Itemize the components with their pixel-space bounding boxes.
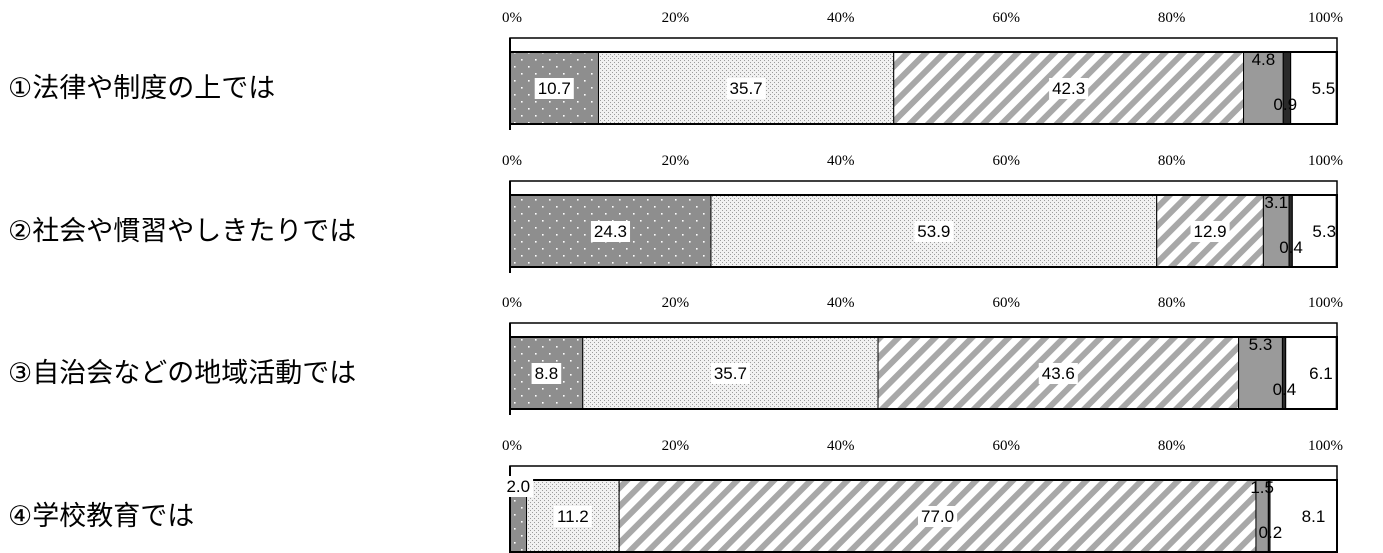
data-label-box: [531, 363, 562, 384]
data-label: 35.7: [730, 79, 763, 98]
data-label: 0.4: [1279, 238, 1303, 257]
bar-header-strip: [509, 37, 1338, 53]
data-label-box: [1190, 221, 1230, 242]
data-label: 24.3: [594, 222, 627, 241]
category-label: ①法律や制度の上では: [8, 73, 275, 104]
x-tick-label: 40%: [827, 153, 855, 169]
x-tick-label: 0%: [502, 10, 522, 26]
category-label: ③自治会などの地域活動では: [8, 358, 356, 389]
data-label: 1.5: [1250, 478, 1274, 497]
x-tick-label: 0%: [502, 153, 522, 169]
data-label-box: [918, 506, 958, 527]
bar-panel: 0% 20% 40% 60% 80% 100% 10.7 35.7 42.3 4.8 0.9 5.5: [502, 10, 1343, 130]
x-tick-label: 40%: [827, 295, 855, 311]
data-label: 53.9: [917, 222, 950, 241]
data-label: 77.0: [921, 507, 954, 526]
data-label: 11.2: [557, 507, 589, 526]
data-label-box: [534, 78, 574, 99]
x-tick-label: 20%: [662, 153, 690, 169]
category-label: ④学校教育では: [8, 501, 194, 532]
category-label: ②社会や慣習やしきたりでは: [8, 216, 356, 247]
x-tick-label: 100%: [1308, 153, 1343, 169]
data-label-box: [503, 476, 534, 497]
x-tick-label: 40%: [827, 10, 855, 26]
data-label-box: [590, 221, 631, 242]
x-tick-label: 100%: [1308, 438, 1343, 454]
x-tick-label: 60%: [992, 153, 1020, 169]
data-label: 10.7: [538, 79, 571, 98]
data-label: 42.3: [1052, 79, 1085, 98]
data-label: 43.6: [1042, 364, 1075, 383]
data-label-box: [553, 506, 592, 527]
data-label: 0.2: [1259, 523, 1283, 542]
data-label: 12.9: [1194, 222, 1227, 241]
x-tick-label: 0%: [502, 438, 522, 454]
x-tick-label: 80%: [1158, 438, 1186, 454]
x-tick-label: 20%: [662, 295, 690, 311]
bar-segment: [1291, 194, 1337, 268]
bar-header-strip: [509, 322, 1338, 338]
bar-segment: [1238, 336, 1283, 410]
data-label: 5.3: [1249, 335, 1273, 354]
data-label-box: [914, 221, 954, 242]
x-tick-label: 60%: [992, 10, 1020, 26]
x-tick-label: 20%: [662, 10, 690, 26]
data-label: 8.1: [1302, 507, 1326, 526]
bar-panel: 0% 20% 40% 60% 80% 100% 8.8 35.7 43.6 5.3 0.4 6.1: [502, 295, 1343, 415]
data-label: 4.8: [1252, 50, 1276, 69]
data-label-box: [710, 363, 750, 384]
data-label: 6.1: [1309, 364, 1333, 383]
data-label: 3.1: [1264, 193, 1288, 212]
bar-header-strip: [509, 465, 1338, 481]
bar-panel: 0% 20% 40% 60% 80% 100% 2.0 11.2 77.0 1.5 0.2 8.1: [502, 438, 1343, 553]
data-label-box: [1038, 363, 1078, 384]
data-label: 35.7: [714, 364, 747, 383]
bar-panel: 0% 20% 40% 60% 80% 100% 24.3 53.9 12.9 3.1 0.4 5.3: [502, 153, 1343, 273]
x-tick-label: 80%: [1158, 153, 1186, 169]
x-tick-label: 40%: [827, 438, 855, 454]
data-label: 0.9: [1273, 95, 1297, 114]
data-label: 2.0: [506, 477, 530, 496]
bar-segment: [1262, 194, 1290, 268]
x-tick-label: 60%: [992, 295, 1020, 311]
data-label-box: [1049, 78, 1089, 99]
bar-header-strip: [509, 180, 1338, 196]
x-tick-label: 80%: [1158, 10, 1186, 26]
x-tick-label: 100%: [1308, 10, 1343, 26]
data-label: 8.8: [535, 364, 559, 383]
data-label: 5.3: [1312, 222, 1336, 241]
x-tick-label: 80%: [1158, 295, 1186, 311]
x-tick-label: 60%: [992, 438, 1020, 454]
x-tick-label: 20%: [662, 438, 690, 454]
data-label-box: [726, 78, 766, 99]
data-label: 0.4: [1273, 380, 1297, 399]
x-tick-label: 0%: [502, 295, 522, 311]
data-label: 5.5: [1312, 79, 1336, 98]
x-tick-label: 100%: [1308, 295, 1343, 311]
